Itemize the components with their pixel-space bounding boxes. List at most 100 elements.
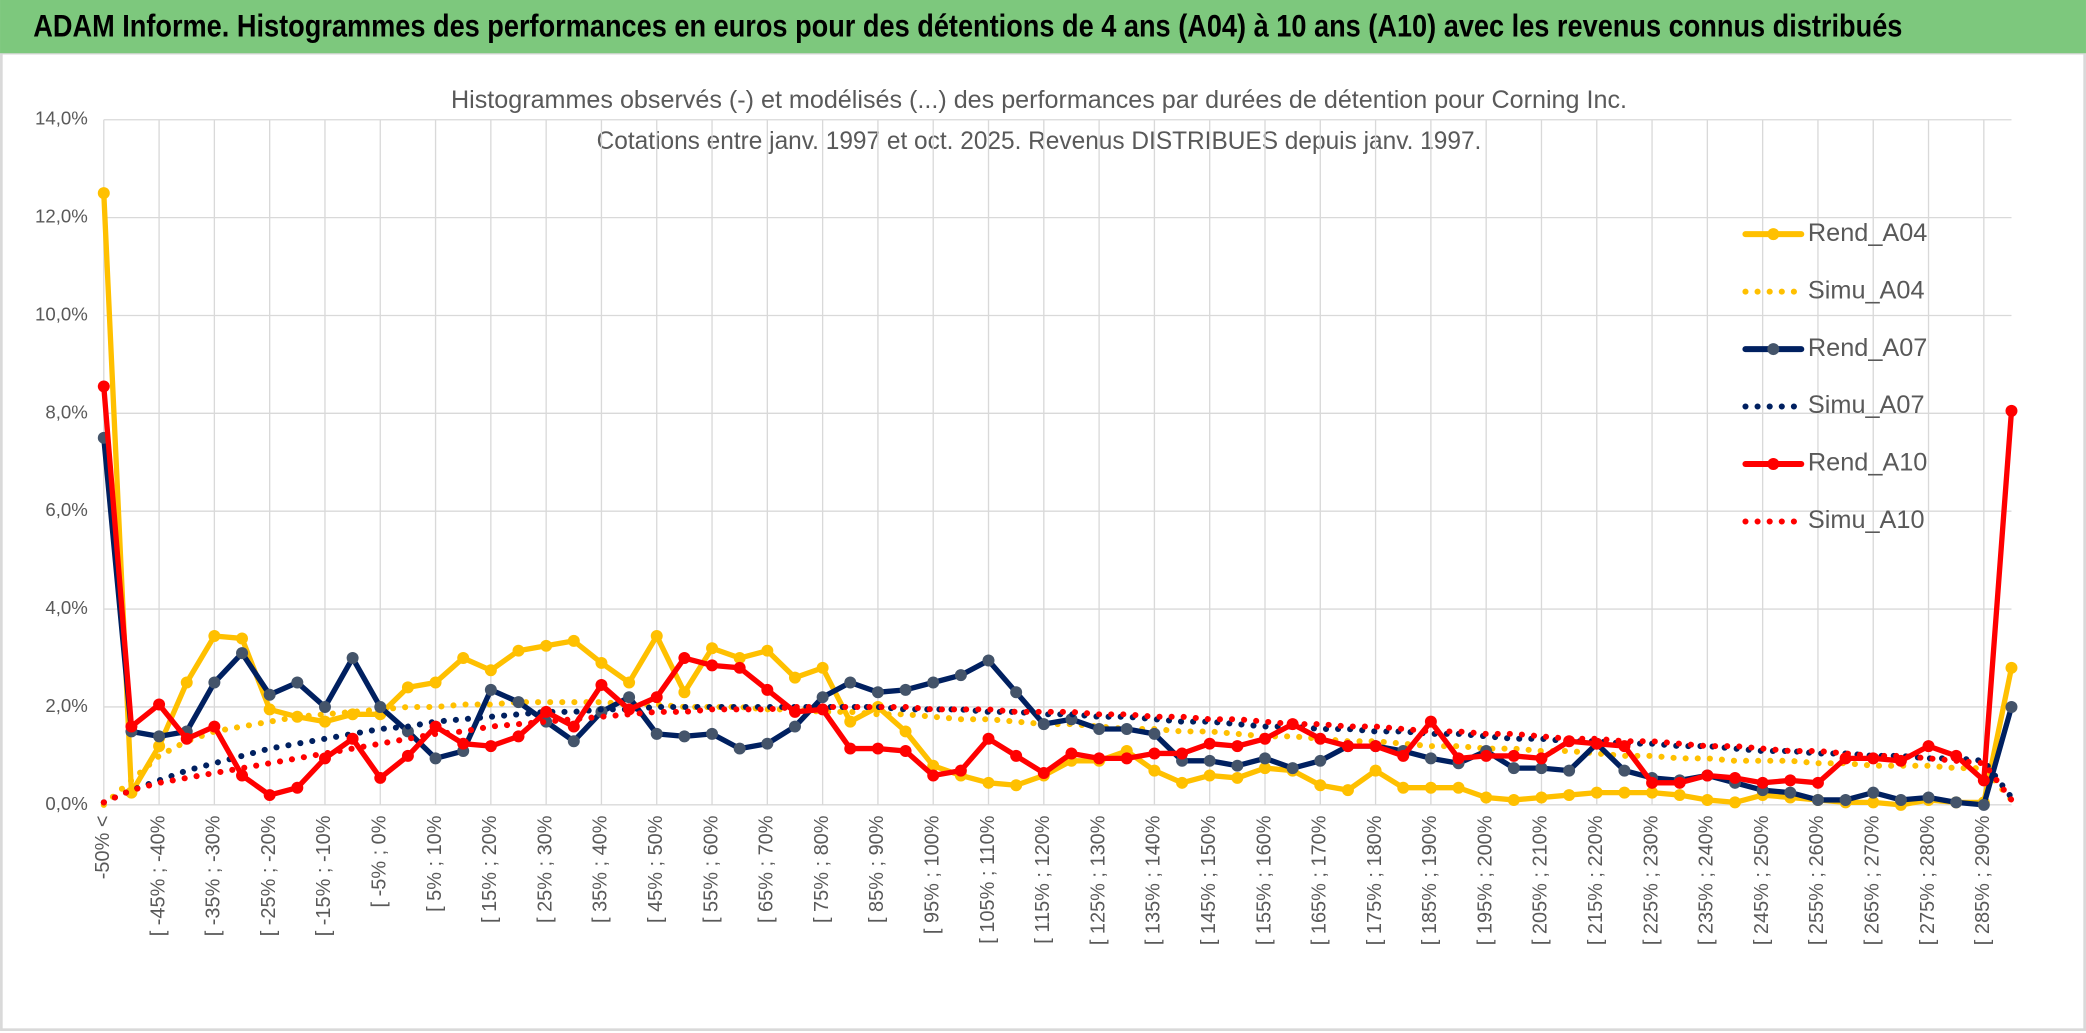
point-marker	[291, 781, 304, 794]
point-marker	[208, 630, 221, 643]
point-marker	[1701, 769, 1714, 782]
point-marker	[374, 700, 387, 713]
legend-label: Simu_A04	[1808, 276, 1925, 304]
point-marker	[318, 700, 331, 713]
point-marker	[623, 676, 636, 689]
point-marker	[1563, 764, 1576, 777]
point-marker	[1231, 740, 1244, 753]
point-marker	[844, 742, 857, 755]
point-marker	[1811, 776, 1824, 789]
point-marker	[457, 652, 470, 665]
point-marker	[871, 686, 884, 699]
point-marker	[1452, 781, 1465, 794]
point-marker	[401, 749, 414, 762]
point-marker	[1231, 759, 1244, 772]
point-marker	[484, 740, 497, 753]
plot	[97, 187, 2018, 811]
point-marker	[180, 676, 193, 689]
x-tick-label: [ -35% ; -30%	[203, 815, 225, 936]
x-tick-label: [ 205% ; 210%	[1530, 815, 1552, 945]
point-marker	[1148, 747, 1161, 760]
point-marker	[761, 683, 774, 696]
x-tick-label: [ 125% ; 130%	[1087, 815, 1109, 945]
point-marker	[1646, 786, 1659, 799]
x-tick-label: [ 285% ; 290%	[1972, 815, 1994, 945]
point-marker	[678, 686, 691, 699]
legend-label: Simu_A10	[1808, 506, 1925, 534]
series-line	[101, 383, 2015, 798]
point-marker	[1176, 747, 1189, 760]
point-marker	[208, 676, 221, 689]
point-marker	[346, 652, 359, 665]
point-marker	[1507, 793, 1520, 806]
point-marker	[899, 725, 912, 738]
y-tick-label: 0,0%	[45, 793, 87, 814]
y-tick-label: 10,0%	[35, 303, 88, 324]
x-tick-label: [ 185% ; 190%	[1419, 815, 1441, 945]
x-tick-label: [ -5% ; 0%	[369, 815, 391, 907]
point-marker	[650, 727, 663, 740]
legend-marker	[1767, 228, 1780, 241]
point-marker	[1535, 752, 1548, 765]
y-tick-label: 12,0%	[35, 206, 88, 227]
point-marker	[1950, 796, 1963, 809]
point-marker	[236, 632, 249, 645]
point-marker	[1259, 762, 1271, 775]
point-marker	[512, 696, 525, 709]
point-marker	[318, 715, 331, 728]
x-tick-label: [ 25% ; 30%	[534, 815, 556, 923]
point-marker	[1314, 779, 1327, 792]
y-tick-label: 4,0%	[45, 597, 87, 618]
point-marker	[97, 187, 110, 200]
point-marker	[2005, 700, 2018, 713]
x-tick-label: [ 275% ; 280%	[1917, 815, 1939, 945]
point-marker	[982, 654, 995, 667]
point-marker	[1977, 798, 1990, 811]
point-marker	[153, 730, 166, 743]
point-marker	[2005, 404, 2018, 417]
legend-label: Rend_A04	[1808, 219, 1927, 247]
point-marker	[1811, 793, 1824, 806]
point-marker	[1203, 737, 1216, 750]
point-marker	[1369, 740, 1382, 753]
point-marker	[678, 730, 691, 743]
point-marker	[263, 789, 276, 802]
legend-label: Rend_A10	[1808, 449, 1927, 477]
point-marker	[1120, 723, 1133, 735]
point-marker	[954, 669, 967, 682]
point-marker	[1590, 786, 1603, 799]
point-marker	[1535, 762, 1548, 775]
point-marker	[1729, 771, 1741, 784]
point-marker	[1314, 754, 1327, 767]
point-marker	[733, 661, 746, 674]
header-bar	[0, 0, 2086, 54]
point-marker	[706, 642, 719, 655]
point-marker	[1341, 784, 1354, 797]
x-tick-label: [ -15% ; -10%	[313, 815, 335, 936]
point-marker	[567, 634, 580, 647]
point-marker	[1452, 752, 1465, 765]
x-tick-label: [ 235% ; 240%	[1696, 815, 1718, 945]
x-tick-label: [ 105% ; 110%	[977, 815, 999, 943]
x-tick-label: [ 225% ; 230%	[1640, 815, 1662, 945]
point-marker	[706, 659, 719, 672]
point-marker	[1314, 732, 1327, 745]
point-marker	[567, 720, 580, 733]
point-marker	[650, 691, 663, 704]
chart-subtitle: Cotations entre janv. 1997 et oct. 2025.…	[597, 127, 1482, 155]
point-marker	[1701, 793, 1714, 806]
point-marker	[457, 737, 470, 750]
point-marker	[153, 740, 166, 753]
point-marker	[1176, 776, 1189, 789]
x-tick-label: [ 265% ; 270%	[1862, 815, 1884, 945]
point-marker	[1480, 749, 1493, 762]
point-marker	[954, 764, 967, 777]
point-marker	[567, 735, 580, 748]
x-tick-label: [ 15% ; 20%	[479, 815, 501, 923]
point-marker	[761, 644, 774, 657]
y-tick-label: 14,0%	[35, 108, 88, 129]
x-tick-label: [ 215% ; 220%	[1585, 815, 1607, 945]
point-marker	[97, 380, 110, 393]
point-marker	[1784, 786, 1797, 799]
legend-label: Simu_A07	[1808, 391, 1925, 419]
